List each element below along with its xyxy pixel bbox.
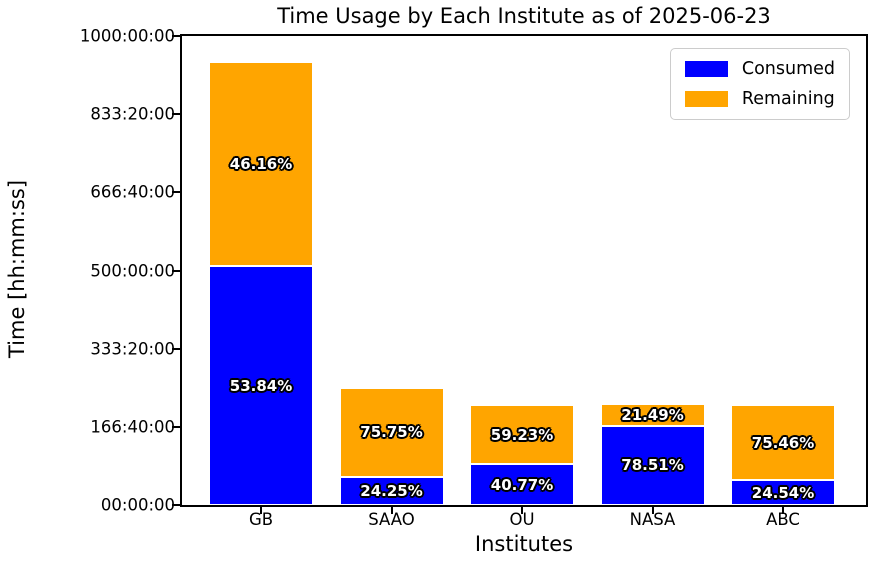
bar-segment-consumed [209, 266, 313, 505]
y-tick-label: 500:00:00 [90, 261, 175, 280]
y-tick-label: 166:40:00 [90, 417, 175, 437]
x-tick-mark [521, 507, 523, 514]
y-tick-mark [172, 347, 180, 350]
legend: Consumed Remaining [669, 48, 850, 120]
legend-swatch-icon [684, 91, 728, 107]
legend-swatch-icon [684, 61, 728, 77]
x-tick-label: OU [509, 510, 535, 529]
y-tick-label: 666:40:00 [90, 182, 175, 202]
bar-segment-consumed [600, 425, 705, 505]
x-tick-mark [260, 507, 262, 514]
y-tick-label: 1000:00:00 [79, 26, 175, 46]
bar-pct-label: 40.77% [490, 475, 554, 494]
legend-item-remaining: Remaining [684, 89, 835, 109]
y-tick-mark [172, 35, 180, 37]
bar-segment-consumed [339, 476, 444, 505]
y-axis-label: Time [hh:mm:ss] [5, 179, 29, 358]
x-tick-label: ABC [766, 510, 800, 529]
x-axis-label: Institutes [474, 532, 574, 556]
bar-pct-label: 21.49% [621, 405, 684, 424]
plot-area: 53.84% 46.16% 24.25% 75.75% 40.77% 59.23% 78.5… [180, 34, 868, 507]
y-tick-mark [172, 269, 180, 272]
chart-title: Time Usage by Each Institute as of 2025-… [277, 4, 771, 28]
bar-segment-consumed [470, 464, 574, 505]
y-tick-label: 00:00:00 [100, 495, 175, 515]
x-tick-label: SAAO [368, 510, 415, 529]
x-tick-label: NASA [629, 510, 676, 529]
bar-pct-label: 24.54% [751, 483, 815, 502]
y-tick-label: 833:20:00 [90, 104, 175, 124]
bar-pct-label: 46.16% [229, 155, 293, 174]
bar-segment-remaining [339, 388, 444, 477]
y-tick-label: 333:20:00 [90, 339, 175, 359]
bar-pct-label: 75.46% [751, 433, 815, 452]
bar-pct-label: 24.25% [360, 481, 423, 500]
bar-pct-label: 75.75% [360, 423, 423, 442]
bar-segment-remaining [470, 405, 574, 465]
legend-label: Consumed [741, 59, 835, 79]
y-tick-mark [172, 425, 180, 428]
legend-item-consumed: Consumed [684, 59, 835, 79]
x-tick-label: GB [248, 510, 274, 529]
bar-segment-remaining [731, 405, 835, 481]
bar-segment-consumed [731, 480, 835, 505]
y-tick-mark [172, 113, 180, 116]
bar-pct-label: 78.51% [621, 456, 684, 475]
legend-label: Remaining [741, 89, 835, 109]
bar-pct-label: 53.84% [229, 376, 293, 395]
x-tick-mark [390, 507, 393, 514]
bar-segment-remaining [600, 404, 705, 426]
bar-segment-remaining [209, 62, 313, 267]
x-tick-mark [651, 507, 654, 514]
y-tick-mark [172, 504, 180, 506]
y-tick-mark [172, 191, 180, 194]
x-tick-mark [782, 507, 784, 514]
bar-pct-label: 59.23% [490, 425, 554, 444]
